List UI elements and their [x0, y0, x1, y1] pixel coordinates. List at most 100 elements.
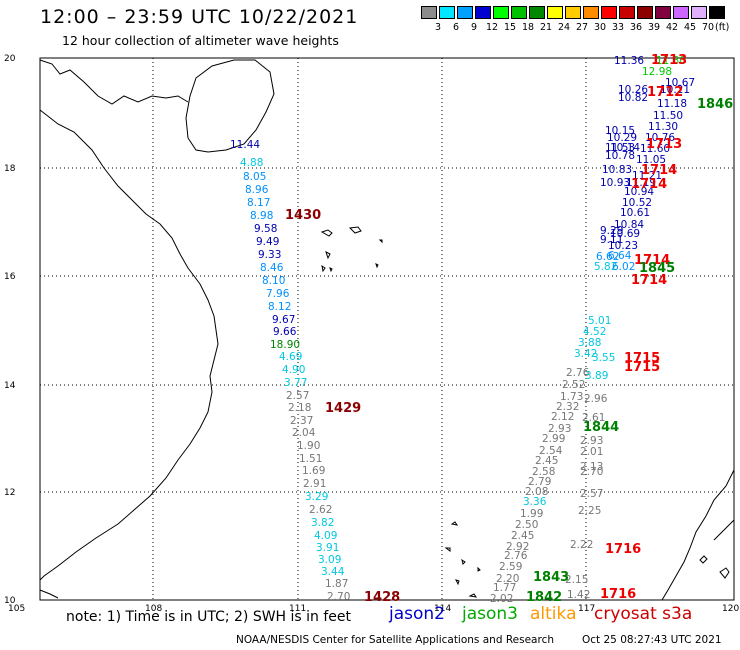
wave-height-value: 3.29	[305, 491, 328, 503]
footer-note: note: 1) Time is in UTC; 2) SWH is in fe…	[66, 609, 352, 625]
wave-height-value: 2.61	[582, 412, 605, 424]
wave-height-value: 9.58	[254, 223, 277, 235]
wave-height-value: 10.67	[665, 77, 695, 89]
wave-height-value: 2.57	[286, 390, 309, 402]
wave-height-value: 3.77	[284, 377, 307, 389]
pass-time-label: 1713	[651, 53, 687, 68]
legend-entry-jason3: jason3	[462, 604, 518, 624]
wave-height-value: 11.50	[653, 110, 683, 122]
wave-height-value: 10.23	[608, 240, 638, 252]
wave-height-value: 4.52	[583, 326, 606, 338]
wave-height-value: 10.83	[602, 164, 632, 176]
wave-height-value: 1.42	[567, 589, 590, 601]
wave-height-value: 2.96	[584, 393, 608, 405]
wave-height-value: 10.52	[622, 197, 652, 209]
wave-height-value: 1.99	[520, 508, 543, 520]
colorbar-label: 6	[452, 22, 460, 33]
pass-time-label: 1845	[639, 261, 675, 276]
wave-height-value: 3.82	[311, 517, 334, 529]
wave-height-value: 3.09	[318, 554, 341, 566]
colorbar-label: 9	[470, 22, 478, 33]
wave-height-value: 8.96	[245, 184, 269, 196]
wave-height-value: 10.61	[620, 207, 650, 219]
wave-height-value: 3.91	[316, 542, 339, 554]
colorbar-label: 18	[521, 22, 535, 33]
wave-height-value: 9.29	[600, 225, 623, 237]
wave-height-value: 9.66	[273, 326, 297, 338]
wave-height-value: 3.55	[592, 352, 615, 364]
wave-height-value: 6.02	[612, 261, 635, 273]
wave-height-value: 2.50	[515, 519, 538, 531]
wave-height-value: 2.08	[525, 486, 548, 498]
colorbar-label: 12	[485, 22, 499, 33]
wave-height-value: 2.20	[496, 573, 519, 585]
wave-height-value: 2.76	[504, 550, 528, 562]
wave-height-value: 2.76	[566, 367, 590, 379]
wave-height-value: 2.02	[490, 593, 513, 605]
wave-height-value: 12.98	[642, 66, 672, 78]
wave-height-value: 1.77	[493, 582, 516, 594]
wave-height-value: 10.82	[618, 92, 648, 104]
wave-height-value: 4.69	[279, 351, 302, 363]
colorbar-label: 70	[701, 22, 715, 33]
wave-height-value: 8.12	[268, 301, 291, 313]
colorbar-label: 33	[611, 22, 625, 33]
colorbar-swatch	[511, 6, 527, 19]
wave-height-value: 10.15	[605, 125, 635, 137]
wave-height-value: 10.69	[610, 228, 640, 240]
wave-height-value: 4.88	[240, 157, 263, 169]
latitude-label: 20	[4, 54, 16, 64]
wave-height-value: 10.93	[600, 177, 630, 189]
wave-height-value: 10.84	[614, 219, 644, 231]
wave-height-value: 2.45	[511, 530, 534, 542]
wave-height-value: 11.53	[605, 142, 635, 154]
wave-height-value: 11.60	[640, 143, 670, 155]
wave-height-value: 11.30	[648, 121, 678, 133]
colorbar-swatch	[565, 6, 581, 19]
pass-time-label: 1844	[583, 420, 619, 435]
hainan-coastline	[185, 59, 275, 153]
colorbar-swatch	[421, 6, 437, 19]
wave-height-value: 7.96	[266, 288, 290, 300]
latitude-label: 16	[4, 272, 16, 282]
pass-label-layer: 1713171218461713171417141714184517141715…	[285, 53, 733, 605]
wave-height-value: 10.26	[618, 84, 648, 96]
colorbar-swatch	[493, 6, 509, 19]
pass-time-label: 1714	[631, 177, 667, 192]
wave-height-value: 2.70	[327, 591, 350, 603]
wave-height-value: 2.01	[580, 446, 603, 458]
wave-height-value: 2.62	[309, 504, 332, 516]
wave-height-value: 1.69	[302, 465, 325, 477]
wave-height-value: 3.88	[578, 337, 601, 349]
wave-height-value: 2.93	[548, 423, 571, 435]
wave-height-value: 8.17	[247, 197, 270, 209]
wave-height-value: 10.14	[610, 142, 640, 154]
vietnam-coastline	[39, 109, 219, 581]
wave-height-value: 1.51	[299, 453, 322, 465]
colorbar-swatch	[547, 6, 563, 19]
wave-height-value: 2.32	[556, 401, 579, 413]
colorbar-label: 15	[503, 22, 517, 33]
longitude-label: 111	[289, 604, 306, 614]
colorbar-label: 45	[683, 22, 697, 33]
latitude-label: 18	[4, 164, 16, 174]
wave-height-value: 1.87	[325, 578, 348, 590]
pass-time-label: 1713	[646, 137, 682, 152]
colorbar-label: 21	[539, 22, 553, 33]
wave-height-value: 4.09	[314, 530, 337, 542]
pass-time-label: 1716	[600, 587, 636, 602]
wave-height-value: 2.99	[542, 433, 565, 445]
latitude-label: 12	[4, 488, 15, 498]
wave-height-value: 1.90	[297, 440, 320, 452]
wave-height-value: 2.18	[288, 402, 311, 414]
pass-time-label: 1716	[605, 542, 641, 557]
wave-height-value: 2.57	[580, 488, 603, 500]
wave-height-value: 5.82	[594, 261, 617, 273]
colorbar-label: 24	[557, 22, 571, 33]
wave-height-value: 9.33	[258, 249, 281, 261]
wave-height-value: 2.12	[551, 411, 574, 423]
colorbar-swatch	[583, 6, 599, 19]
wave-height-value: 4.90	[282, 364, 305, 376]
colorbar-unit: (ft)	[715, 22, 730, 33]
longitude-label: 120	[722, 604, 739, 614]
